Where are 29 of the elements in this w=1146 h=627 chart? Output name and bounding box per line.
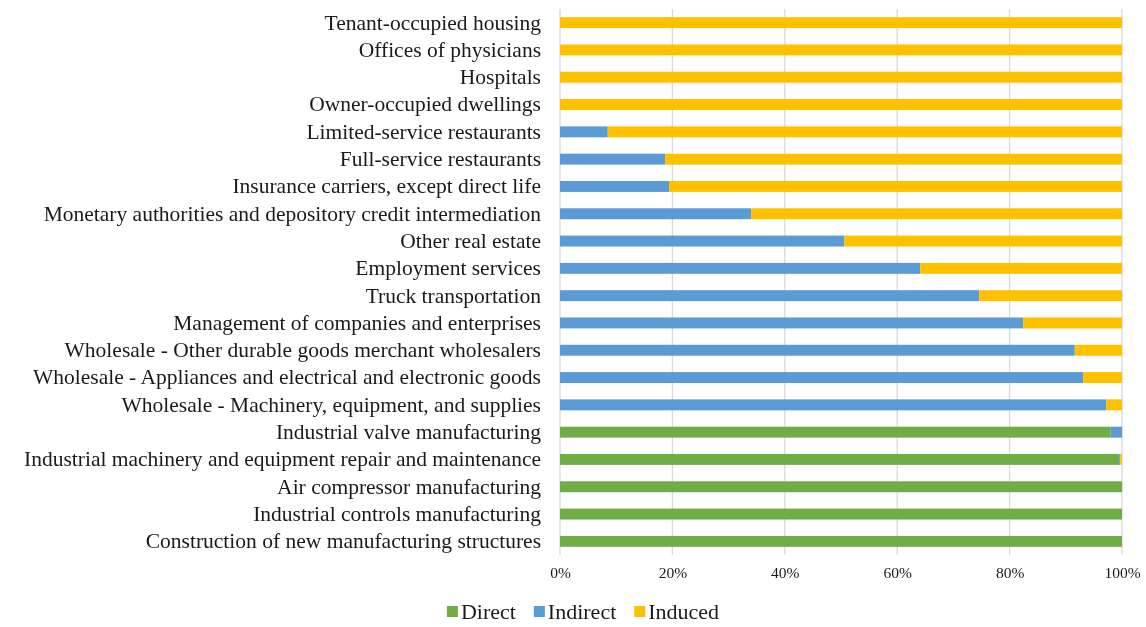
y-tick-label: Truck transportation <box>365 283 542 308</box>
y-tick-label: Wholesale - Appliances and electrical and electronic goods <box>32 365 541 390</box>
y-tick-label: Industrial valve manufacturing <box>275 420 542 445</box>
y-tick-label: Offices of physicians <box>358 37 541 62</box>
y-tick-label: Management of companies and enterprises <box>173 310 541 335</box>
y-tick-label: Other real estate <box>400 228 541 253</box>
x-tick-label: 40% <box>771 564 800 582</box>
legend-label: Induced <box>648 599 720 624</box>
y-tick-label: Monetary authorities and depository credit intermediation <box>43 201 542 226</box>
legend-label: Direct <box>460 599 516 624</box>
x-tick-label: 20% <box>658 564 688 582</box>
x-tick-label: 80% <box>995 564 1025 582</box>
y-tick-label: Construction of new manufacturing structures <box>145 529 541 554</box>
y-tick-label: Wholesale - Other durable goods merchant wholesalers <box>64 338 541 363</box>
y-tick-label: Limited-service restaurants <box>306 119 541 144</box>
y-tick-label: Insurance carriers, except direct life <box>232 174 541 199</box>
x-tick-label: 60% <box>883 564 912 582</box>
y-tick-label: Tenant-occupied housing <box>324 10 542 35</box>
y-tick-label: Industrial machinery and equipment repair and maintenance <box>24 447 541 472</box>
x-tick-label: 100% <box>1104 564 1141 582</box>
y-tick-label: Wholesale - Machinery, equipment, and supplies <box>121 392 541 417</box>
y-tick-label: Owner-occupied dwellings <box>309 92 541 117</box>
y-tick-label: Industrial controls manufacturing <box>253 501 542 526</box>
y-tick-label: Hospitals <box>459 65 541 90</box>
y-tick-label: Full-service restaurants <box>339 147 541 172</box>
y-tick-label: Air compressor manufacturing <box>277 474 542 499</box>
x-tick-label: 0% <box>550 564 571 582</box>
legend-label: Indirect <box>547 599 617 624</box>
y-tick-label: Employment services <box>355 256 541 281</box>
